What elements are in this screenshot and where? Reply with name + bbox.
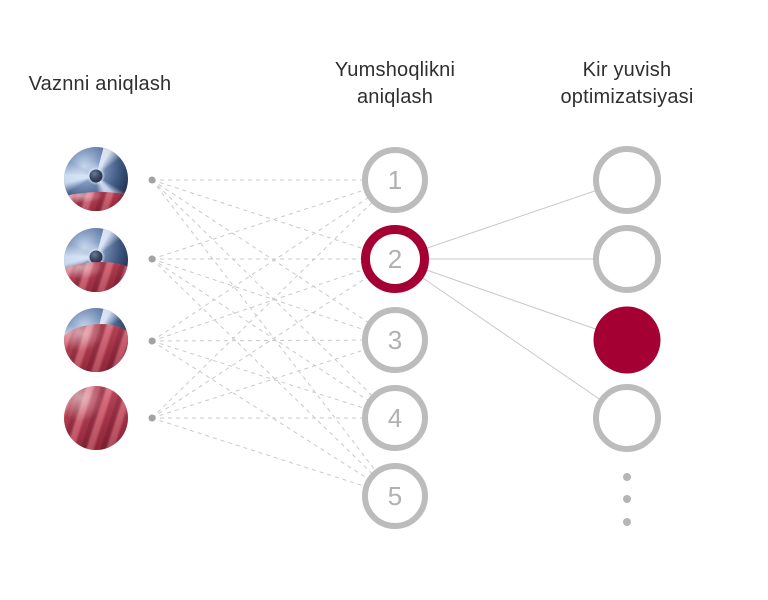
hidden-node-number: 4 — [387, 402, 403, 433]
dashed-link-input3-hidden4 — [151, 340, 396, 419]
dashed-link-input3-hidden1 — [151, 179, 396, 342]
hidden-node-5: 5 — [362, 463, 428, 529]
output-node-1 — [593, 146, 661, 214]
dashed-link-input2-hidden5 — [151, 258, 396, 497]
red-laundry-overlay — [64, 324, 128, 372]
solid-link-hidden2-output3 — [394, 258, 628, 341]
input-node-laundry-photo-3 — [64, 308, 128, 372]
hidden-node-number: 5 — [387, 480, 403, 511]
column-header-weight-detection: Vaznni aniqlash — [0, 55, 210, 113]
dashed-link-input3-hidden3 — [151, 339, 396, 342]
ellipsis-dot-3 — [623, 518, 631, 526]
output-node-2 — [593, 225, 661, 293]
dashed-link-input1-hidden5 — [151, 179, 396, 497]
dashed-link-input2-hidden1 — [151, 179, 396, 260]
drum-hub — [89, 169, 103, 183]
header-line: Yumshoqlikni — [334, 59, 456, 81]
input-node-laundry-photo-2 — [64, 228, 128, 292]
header-line: Kir yuvish — [582, 59, 672, 81]
column-header-softness-detection: Yumshoqlikni aniqlash — [285, 55, 505, 113]
connector-dot-4 — [148, 414, 156, 422]
ellipsis-dot-1 — [623, 473, 631, 481]
red-laundry-overlay — [64, 191, 128, 211]
dashed-link-input3-hidden2 — [151, 258, 396, 342]
output-node-4 — [593, 384, 661, 452]
drum-hub — [89, 250, 103, 264]
red-laundry-overlay — [64, 262, 128, 292]
dashed-link-input1-hidden2 — [151, 179, 396, 260]
output-node-3-selected — [593, 306, 661, 374]
column-header-wash-optimization: Kir yuvish optimizatsiyasi — [517, 55, 737, 113]
hidden-node-number: 1 — [387, 164, 403, 195]
hidden-node-3: 3 — [362, 307, 428, 373]
dashed-link-input4-hidden2 — [151, 258, 396, 419]
dashed-link-input4-hidden3 — [151, 339, 396, 419]
hidden-node-1: 1 — [362, 147, 428, 213]
ellipsis-dot-2 — [623, 495, 631, 503]
hidden-node-number: 2 — [387, 243, 403, 274]
hidden-node-number: 3 — [387, 324, 403, 355]
hidden-node-4: 4 — [362, 385, 428, 451]
input-node-laundry-photo-4 — [64, 386, 128, 450]
header-line: aniqlash — [356, 86, 434, 108]
header-line: Vaznni aniqlash — [28, 72, 172, 95]
connector-dot-2 — [148, 255, 156, 263]
connector-dot-1 — [148, 176, 156, 184]
dashed-link-input4-hidden1 — [151, 179, 396, 419]
solid-link-hidden2-output4 — [394, 258, 628, 419]
input-node-laundry-photo-1 — [64, 147, 128, 211]
dashed-link-input4-hidden5 — [151, 417, 396, 497]
hidden-node-2-selected: 2 — [361, 225, 429, 293]
solid-link-hidden2-output1 — [394, 179, 628, 260]
red-laundry-overlay — [64, 386, 128, 450]
header-line: optimizatsiyasi — [560, 86, 694, 108]
connector-dot-3 — [148, 337, 156, 345]
